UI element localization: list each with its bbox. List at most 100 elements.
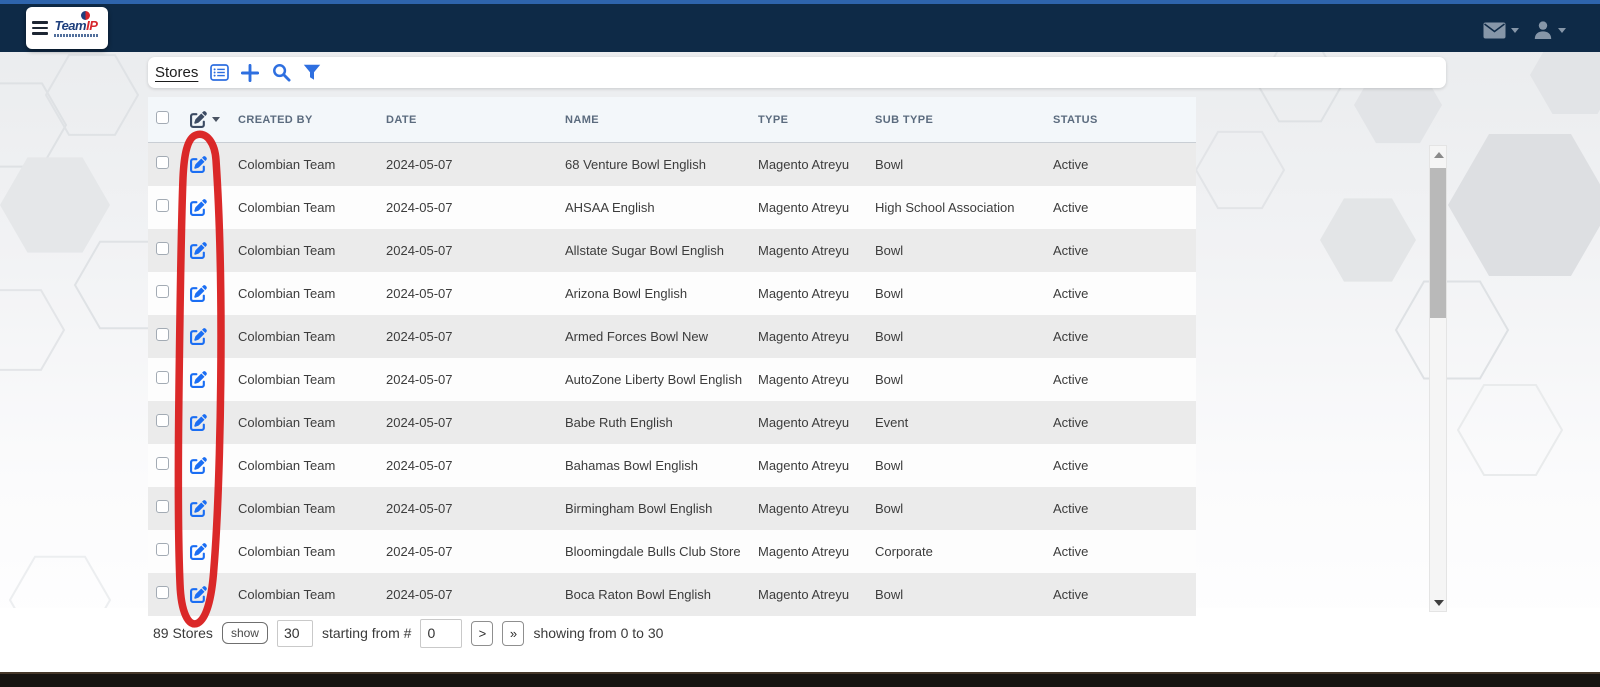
cell-created-by: Colombian Team (238, 415, 336, 430)
user-menu-button[interactable] (1533, 20, 1566, 40)
show-button[interactable]: show (221, 622, 268, 644)
table-header-row: CREATED BY DATE NAME TYPE SUB TYPE STATU… (148, 97, 1196, 143)
add-store-button[interactable] (240, 63, 260, 83)
edit-icon (190, 586, 207, 603)
cell-name: AHSAA English (565, 200, 655, 215)
table-row: Colombian Team 2024-05-07 Armed Forces B… (148, 315, 1196, 358)
messages-button[interactable] (1483, 22, 1519, 39)
cell-date: 2024-05-07 (386, 157, 453, 172)
row-edit-button[interactable] (190, 457, 207, 474)
cell-status: Active (1053, 501, 1089, 516)
vertical-scrollbar[interactable] (1429, 145, 1447, 612)
stores-title-link[interactable]: Stores (155, 64, 199, 81)
table-row: Colombian Team 2024-05-07 Allstate Sugar… (148, 229, 1196, 272)
table-row: Colombian Team 2024-05-07 Arizona Bowl E… (148, 272, 1196, 315)
logo-card[interactable]: TeamIP (26, 7, 108, 49)
row-edit-button[interactable] (190, 156, 207, 173)
cell-created-by: Colombian Team (238, 200, 336, 215)
pagination-bar: 89 Stores show starting from # > » showi… (153, 614, 663, 652)
cell-date: 2024-05-07 (386, 286, 453, 301)
row-edit-button[interactable] (190, 586, 207, 603)
row-checkbox[interactable] (156, 284, 169, 298)
cell-sub-type: Bowl (875, 286, 904, 301)
row-edit-button[interactable] (190, 414, 207, 431)
cell-created-by: Colombian Team (238, 286, 336, 301)
row-checkbox[interactable] (156, 542, 169, 556)
cell-created-by: Colombian Team (238, 243, 336, 258)
hamburger-menu-icon[interactable] (32, 21, 48, 35)
row-edit-button[interactable] (190, 328, 207, 345)
last-page-button[interactable]: » (502, 620, 525, 646)
logo-globe-icon (81, 11, 90, 20)
cell-date: 2024-05-07 (386, 415, 453, 430)
bulk-edit-button[interactable] (190, 111, 220, 128)
edit-icon (190, 328, 207, 345)
table-row: Colombian Team 2024-05-07 Bloomingdale B… (148, 530, 1196, 573)
cell-sub-type: Bowl (875, 458, 904, 473)
row-edit-button[interactable] (190, 242, 207, 259)
edit-icon (190, 500, 207, 517)
row-edit-button[interactable] (190, 543, 207, 560)
column-header-type: TYPE (758, 113, 789, 126)
row-checkbox[interactable] (156, 585, 169, 599)
select-all-checkbox[interactable] (156, 110, 169, 124)
edit-icon (190, 543, 207, 560)
scrollbar-thumb[interactable] (1430, 168, 1446, 318)
cell-name: Armed Forces Bowl New (565, 329, 709, 344)
total-count-label: 89 Stores (153, 625, 213, 641)
start-index-input[interactable] (420, 618, 463, 648)
cell-date: 2024-05-07 (386, 501, 453, 516)
column-header-name: NAME (565, 113, 599, 126)
search-button[interactable] (271, 63, 291, 83)
cell-name: Boca Raton Bowl English (565, 587, 711, 602)
cell-status: Active (1053, 372, 1089, 387)
row-checkbox[interactable] (156, 370, 169, 384)
filter-icon (304, 64, 321, 80)
scroll-up-arrow-icon[interactable] (1434, 152, 1444, 158)
filter-button[interactable] (302, 63, 322, 83)
cell-type: Magento Atreyu (758, 415, 850, 430)
row-checkbox[interactable] (156, 413, 169, 427)
cell-status: Active (1053, 415, 1089, 430)
list-view-button[interactable] (209, 63, 229, 83)
next-page-button[interactable]: > (471, 620, 494, 646)
row-edit-button[interactable] (190, 371, 207, 388)
list-view-icon (210, 64, 229, 81)
cell-created-by: Colombian Team (238, 587, 336, 602)
bottom-black-bar (0, 672, 1600, 687)
row-edit-button[interactable] (190, 500, 207, 517)
cell-sub-type: Bowl (875, 587, 904, 602)
cell-type: Magento Atreyu (758, 372, 850, 387)
envelope-icon (1483, 22, 1506, 38)
edit-icon (190, 156, 207, 173)
scroll-down-arrow-icon[interactable] (1434, 600, 1444, 606)
row-checkbox[interactable] (156, 327, 169, 341)
edit-icon (190, 457, 207, 474)
search-icon (272, 64, 291, 82)
row-checkbox[interactable] (156, 155, 169, 169)
cell-type: Magento Atreyu (758, 329, 850, 344)
top-navigation-bar: TeamIP (0, 0, 1600, 52)
teamip-logo: TeamIP (54, 11, 98, 37)
table-body: Colombian Team 2024-05-07 68 Venture Bow… (148, 143, 1196, 616)
stores-table: CREATED BY DATE NAME TYPE SUB TYPE STATU… (148, 97, 1196, 616)
cell-created-by: Colombian Team (238, 458, 336, 473)
table-row: Colombian Team 2024-05-07 AutoZone Liber… (148, 358, 1196, 401)
page-size-input[interactable] (276, 619, 313, 647)
cell-sub-type: Bowl (875, 501, 904, 516)
cell-type: Magento Atreyu (758, 544, 850, 559)
row-checkbox[interactable] (156, 198, 169, 212)
row-checkbox[interactable] (156, 241, 169, 255)
user-menu-caret-icon (1558, 27, 1566, 33)
cell-status: Active (1053, 243, 1089, 258)
row-checkbox[interactable] (156, 499, 169, 513)
cell-created-by: Colombian Team (238, 372, 336, 387)
row-edit-button[interactable] (190, 199, 207, 216)
row-edit-button[interactable] (190, 285, 207, 302)
table-row: Colombian Team 2024-05-07 68 Venture Bow… (148, 143, 1196, 186)
column-header-created-by: CREATED BY (238, 113, 313, 126)
logo-text-team: Team (54, 18, 87, 33)
table-row: Colombian Team 2024-05-07 Babe Ruth Engl… (148, 401, 1196, 444)
row-checkbox[interactable] (156, 456, 169, 470)
